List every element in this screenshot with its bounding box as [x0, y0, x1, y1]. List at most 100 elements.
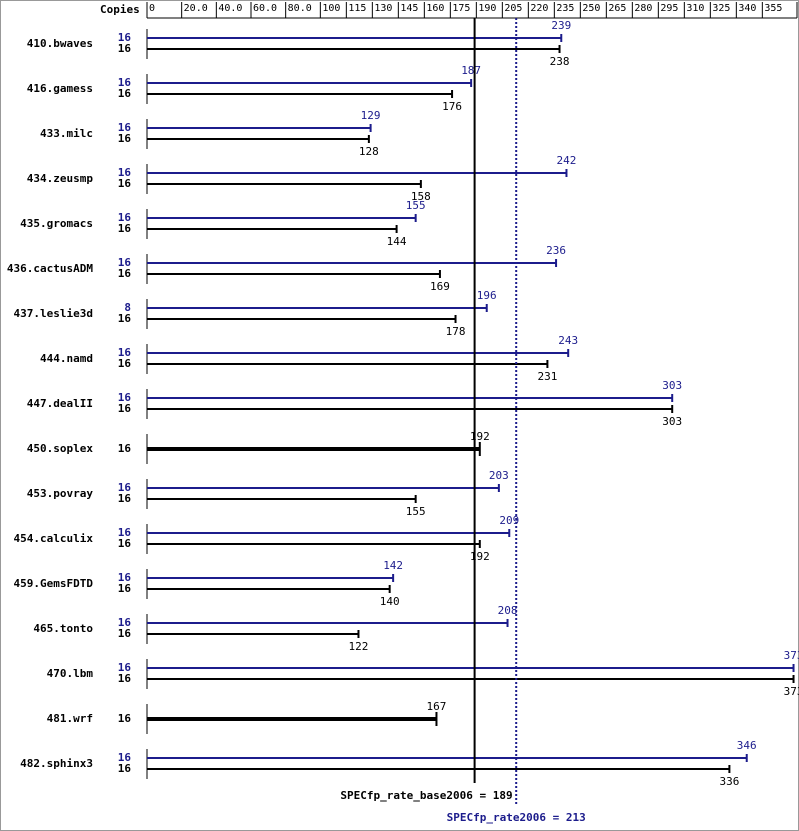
- value-label: 303: [662, 415, 682, 428]
- category-label: 453.povray: [27, 487, 94, 500]
- category-label: 465.tonto: [33, 622, 93, 635]
- copies-label: 16: [118, 537, 132, 550]
- x-tick-label: 20.0: [184, 3, 208, 14]
- category-label: 433.milc: [40, 127, 93, 140]
- category-label: 434.zeusmp: [27, 172, 94, 185]
- x-tick-label: 190: [478, 3, 496, 14]
- value-label: 238: [550, 55, 570, 68]
- x-tick-label: 205: [504, 3, 522, 14]
- value-label: 169: [430, 280, 450, 293]
- category-label: 481.wrf: [47, 712, 93, 725]
- value-label: 192: [470, 430, 490, 443]
- category-label: 444.namd: [40, 352, 93, 365]
- copies-label: 16: [118, 751, 132, 764]
- value-label: 187: [461, 64, 481, 77]
- copies-label: 16: [118, 256, 132, 269]
- value-label: 192: [470, 550, 490, 563]
- copies-label: 16: [118, 76, 132, 89]
- value-label: 203: [489, 469, 509, 482]
- copies-label: 16: [118, 582, 132, 595]
- category-label: 470.lbm: [47, 667, 94, 680]
- x-tick-label: 235: [556, 3, 574, 14]
- value-label: 158: [411, 190, 431, 203]
- value-label: 128: [359, 145, 379, 158]
- x-tick-label: 160: [426, 3, 444, 14]
- value-label: 346: [737, 739, 757, 752]
- copies-label: 16: [118, 42, 132, 55]
- copies-header: Copies: [100, 3, 140, 16]
- value-label: 239: [551, 19, 571, 32]
- reference-label: SPECfp_rate_base2006 = 189: [340, 789, 512, 802]
- x-tick-label: 325: [712, 3, 730, 14]
- value-label: 242: [557, 154, 577, 167]
- copies-label: 16: [118, 357, 132, 370]
- copies-label: 16: [118, 222, 132, 235]
- copies-label: 16: [118, 166, 132, 179]
- copies-label: 16: [118, 312, 132, 325]
- copies-label: 16: [118, 87, 132, 100]
- x-tick-label: 310: [686, 3, 704, 14]
- copies-label: 16: [118, 402, 132, 415]
- x-tick-label: 115: [348, 3, 366, 14]
- x-tick-label: 250: [582, 3, 600, 14]
- copies-label: 16: [118, 616, 132, 629]
- x-tick-label: 295: [660, 3, 678, 14]
- copies-label: 16: [118, 267, 132, 280]
- category-label: 459.GemsFDTD: [14, 577, 94, 590]
- copies-label: 16: [118, 132, 132, 145]
- copies-label: 16: [118, 762, 132, 775]
- x-tick-label: 0: [149, 3, 155, 14]
- value-label: 303: [662, 379, 682, 392]
- x-tick-label: 340: [738, 3, 756, 14]
- category-label: 436.cactusADM: [7, 262, 93, 275]
- copies-label: 16: [118, 346, 132, 359]
- copies-label: 16: [118, 526, 132, 539]
- x-tick-label: 280: [634, 3, 652, 14]
- value-label: 142: [383, 559, 403, 572]
- value-label: 178: [446, 325, 466, 338]
- category-label: 437.leslie3d: [14, 307, 93, 320]
- value-label: 208: [498, 604, 518, 617]
- value-label: 243: [558, 334, 578, 347]
- category-label: 482.sphinx3: [20, 757, 93, 770]
- value-label: 155: [406, 505, 426, 518]
- value-label: 373: [784, 649, 799, 662]
- x-tick-label: 355: [764, 3, 782, 14]
- category-label: 416.gamess: [27, 82, 93, 95]
- category-label: 454.calculix: [14, 532, 94, 545]
- x-tick-label: 220: [530, 3, 548, 14]
- x-tick-label: 145: [400, 3, 418, 14]
- value-label: 336: [719, 775, 739, 788]
- copies-label: 16: [118, 672, 132, 685]
- copies-label: 16: [118, 627, 132, 640]
- value-label: 140: [380, 595, 400, 608]
- category-label: 435.gromacs: [20, 217, 93, 230]
- copies-label: 16: [118, 661, 132, 674]
- copies-label: 16: [118, 31, 132, 44]
- copies-label: 16: [118, 492, 132, 505]
- value-label: 144: [387, 235, 407, 248]
- x-tick-label: 60.0: [253, 3, 277, 14]
- copies-label: 16: [118, 121, 132, 134]
- copies-label: 16: [118, 712, 132, 725]
- value-label: 209: [499, 514, 519, 527]
- value-label: 231: [537, 370, 557, 383]
- x-tick-label: 265: [608, 3, 626, 14]
- value-label: 196: [477, 289, 497, 302]
- copies-label: 16: [118, 442, 132, 455]
- value-label: 155: [406, 199, 426, 212]
- copies-label: 16: [118, 177, 132, 190]
- value-label: 129: [361, 109, 381, 122]
- copies-label: 16: [118, 571, 132, 584]
- x-tick-label: 130: [374, 3, 392, 14]
- copies-label: 16: [118, 211, 132, 224]
- x-tick-label: 40.0: [218, 3, 242, 14]
- category-label: 447.dealII: [27, 397, 93, 410]
- copies-label: 16: [118, 481, 132, 494]
- x-tick-label: 175: [452, 3, 470, 14]
- value-label: 373: [784, 685, 799, 698]
- value-label: 122: [349, 640, 369, 653]
- reference-label: SPECfp_rate2006 = 213: [447, 811, 586, 824]
- x-tick-label: 100: [322, 3, 340, 14]
